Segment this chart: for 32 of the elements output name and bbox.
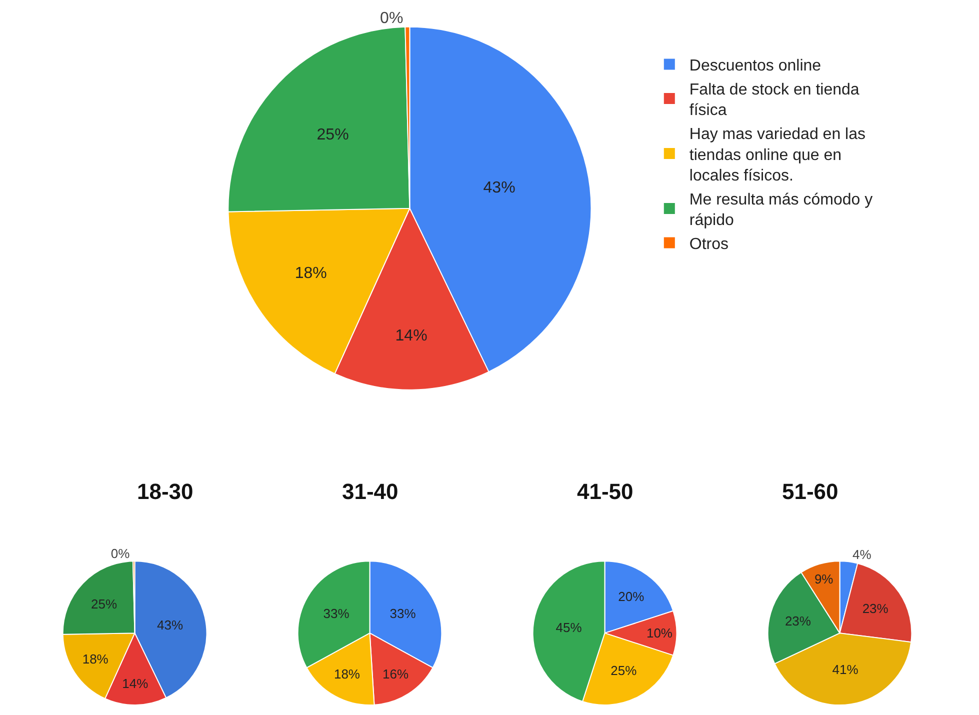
legend-label: Descuentos online — [689, 58, 822, 75]
data-label: 18% — [294, 264, 327, 282]
data-label: 23% — [784, 613, 812, 628]
legend-label: Falta de stock en tienda física — [689, 81, 860, 120]
data-label: 33% — [323, 606, 350, 621]
data-label: 20% — [618, 588, 645, 604]
data-label: 41% — [832, 662, 859, 677]
legend-label: Me resulta más cómodo y rápido — [689, 191, 873, 230]
data-label: 23% — [862, 601, 889, 616]
data-label: 43% — [483, 179, 516, 196]
data-label: 16% — [382, 666, 409, 682]
data-label: 14% — [122, 676, 149, 692]
data-label: 0% — [110, 546, 130, 562]
data-label: 18% — [82, 651, 109, 666]
data-label: 45% — [556, 620, 582, 635]
data-label: 18% — [334, 666, 360, 682]
chart-title: 51-60 — [782, 479, 838, 504]
data-label: 25% — [610, 663, 638, 678]
data-label: 43% — [157, 617, 184, 632]
data-label: 10% — [646, 626, 673, 641]
chart-title: 31-40 — [342, 479, 398, 504]
legend-label: Otros — [689, 236, 729, 253]
data-label: 33% — [390, 606, 416, 621]
legend-label: Hay mas variedad en las tiendas online que en locales físicos. — [689, 126, 866, 185]
data-label: 25% — [316, 126, 349, 144]
chart-title: 18-30 — [137, 479, 194, 504]
chart-title: 41-50 — [577, 479, 634, 504]
data-label: 14% — [395, 327, 428, 344]
data-label: 9% — [814, 572, 834, 587]
data-label: 25% — [91, 596, 118, 612]
data-label: 0% — [380, 10, 404, 27]
data-label: 4% — [852, 546, 872, 562]
